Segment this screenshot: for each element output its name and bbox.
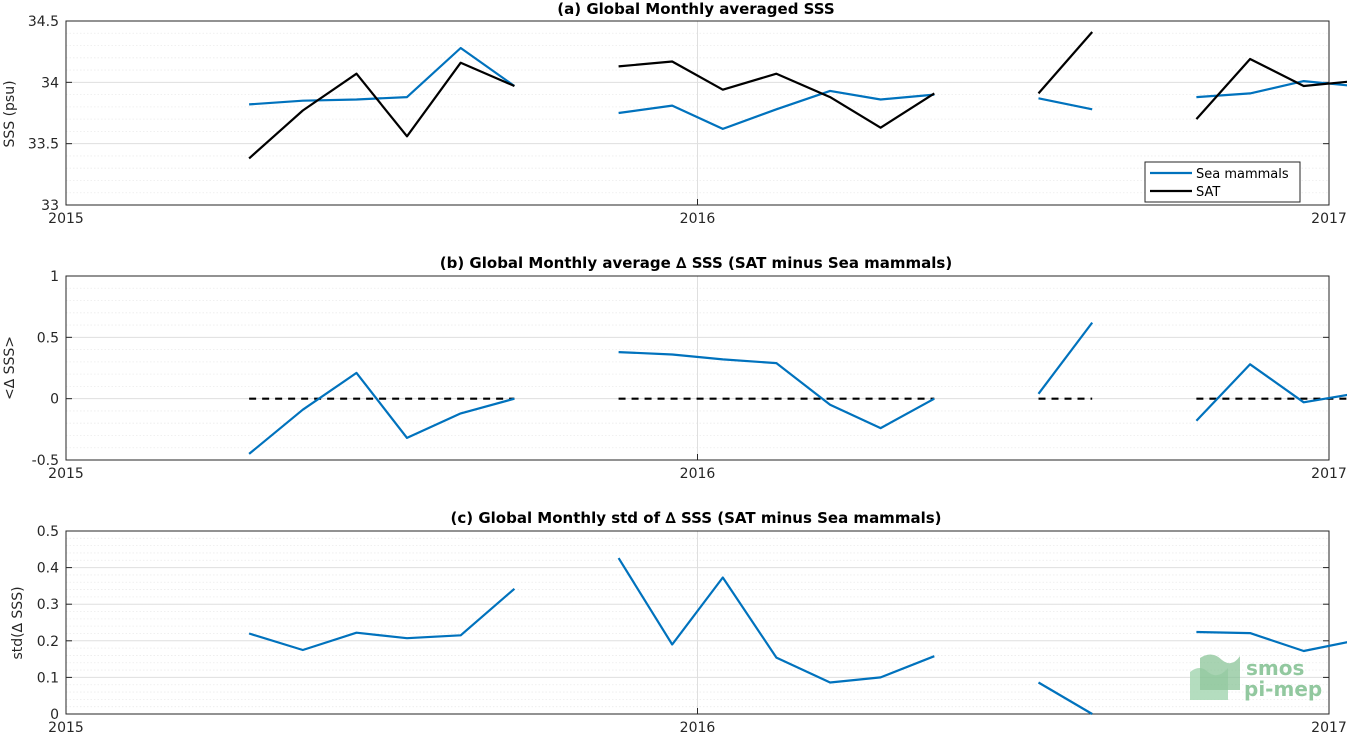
panel-a-series-sea-mammals [249, 46, 1347, 130]
panel-a-ytick-label: 34 [41, 75, 59, 91]
series-line-segment [248, 371, 515, 455]
panel-c-ylabel: std(∆ SSS) [10, 586, 26, 659]
series-line-segment [248, 587, 516, 652]
panel-b-title: (b) Global Monthly average ∆ SSS (SAT mi… [440, 254, 952, 272]
panel-a-axes-box [65, 20, 1330, 206]
panel-a-ytick-label: 33 [41, 198, 59, 214]
series-line-segment [618, 89, 935, 130]
series-line-segment [1038, 97, 1093, 111]
panel-b-ytick-label: 0.5 [37, 330, 59, 346]
panel-c-ytick-label: 0.4 [37, 561, 59, 577]
panel-a-ytick-label: 33.5 [28, 137, 59, 153]
series-line-segment [1037, 321, 1094, 395]
legend-label-sea-mammals: Sea mammals [1196, 167, 1289, 182]
panel-b-ylabel: <∆ SSS> [2, 336, 18, 400]
series-line-segment [617, 557, 935, 684]
panel-a: (a) Global Monthly averaged SSS SSS (psu… [2, 0, 1347, 227]
panel-a-xtick-label: 2017 [1311, 211, 1347, 227]
panel-c-ytick-label: 0 [50, 707, 59, 723]
panel-c: (c) Global Monthly std of ∆ SSS (SAT min… [10, 509, 1347, 736]
panel-a-grid [65, 20, 1330, 206]
series-line-segment [1196, 630, 1347, 653]
panel-b-grid [65, 275, 1330, 461]
panel-a-xtick-label: 2016 [680, 211, 716, 227]
panel-b-xtick-label: 2017 [1311, 466, 1347, 482]
legend-box [1144, 161, 1301, 203]
panel-c-xtick-label: 2017 [1311, 720, 1347, 736]
legend: Sea mammals SAT [1144, 161, 1301, 203]
panel-a-ytick-label: 34.5 [28, 14, 59, 30]
panel-c-ytick-label: 0.2 [37, 634, 59, 650]
series-line-segment [618, 351, 935, 430]
logo-wave-graphic-back [1200, 654, 1240, 690]
panel-a-ylabel: SSS (psu) [2, 80, 18, 147]
series-line-segment [1037, 31, 1094, 95]
panel-b-ytick-label: -0.5 [32, 453, 59, 469]
series-line-segment [248, 61, 515, 160]
series-line-segment [249, 46, 516, 106]
panel-b-xtick-label: 2016 [680, 466, 716, 482]
panel-a-series-sat [248, 31, 1347, 160]
panel-b-ytick-label: 0 [50, 392, 59, 408]
panel-c-axes-box [65, 530, 1330, 715]
panel-b-series-delta-sss [248, 321, 1347, 455]
panel-c-xtick-label: 2015 [48, 720, 84, 736]
panel-b-xtick-label: 2015 [48, 466, 84, 482]
legend-label-sat: SAT [1196, 185, 1220, 200]
smos-pi-mep-logo: smos pi-mep [1190, 654, 1322, 701]
panel-c-ytick-label: 0.5 [37, 524, 59, 540]
panel-c-ytick-label: 0.1 [37, 670, 59, 686]
panel-c-ytick-label: 0.3 [37, 597, 59, 613]
series-line-segment [1037, 681, 1093, 715]
series-line-segment [618, 60, 935, 129]
logo-text-line2: pi-mep [1244, 677, 1322, 701]
series-line-segment [1195, 57, 1347, 120]
panel-b-axes-box [65, 275, 1330, 461]
panel-c-xtick-label: 2016 [680, 720, 716, 736]
panel-b-ytick-label: 1 [50, 269, 59, 285]
panel-c-title: (c) Global Monthly std of ∆ SSS (SAT min… [451, 509, 942, 527]
panel-c-grid [65, 530, 1330, 715]
logo-text-line1: smos [1246, 656, 1304, 680]
series-line-segment [1195, 363, 1347, 422]
panel-b: (b) Global Monthly average ∆ SSS (SAT mi… [2, 254, 1347, 482]
panel-c-series-delta-sss [248, 557, 1347, 715]
panel-a-xtick-label: 2015 [48, 211, 84, 227]
panel-a-title: (a) Global Monthly averaged SSS [557, 0, 834, 18]
